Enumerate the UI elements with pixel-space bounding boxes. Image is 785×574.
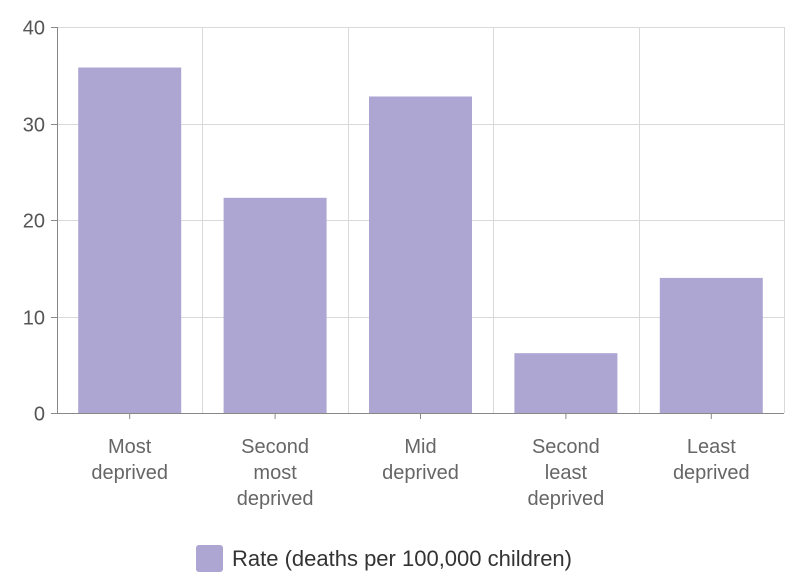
y-tick-label: 40 (23, 18, 45, 40)
y-tick-label: 20 (23, 211, 45, 233)
y-tick-label: 30 (23, 115, 45, 137)
bars (78, 67, 763, 413)
x-tick-label-line: Second (241, 436, 309, 458)
x-tick-label-line: Most (108, 436, 152, 458)
bar (369, 96, 472, 413)
legend: Rate (deaths per 100,000 children) (196, 545, 572, 572)
x-tick-label-line: deprived (673, 462, 750, 484)
x-tick-label-line: Least (687, 436, 736, 458)
bar (514, 353, 618, 413)
x-tick-label-line: Second (532, 436, 600, 458)
x-tick-label-line: Mid (404, 436, 436, 458)
x-tick-label-line: deprived (528, 488, 605, 510)
bar (223, 197, 327, 413)
bar (78, 67, 182, 413)
x-tick-label: Second least deprived (528, 436, 605, 510)
x-tick-label: Mid deprived (382, 436, 459, 484)
x-tick-label-line: least (545, 462, 588, 484)
legend-label: Rate (deaths per 100,000 children) (232, 546, 572, 571)
bar (659, 277, 763, 413)
x-tick-label: Least deprived (673, 436, 750, 484)
x-tick-label-line: deprived (382, 462, 459, 484)
y-tick-label: 0 (34, 404, 45, 426)
x-tick-label: Second most deprived (237, 436, 314, 510)
x-tick-label: Most deprived (91, 436, 168, 484)
x-tick-label-line: deprived (91, 462, 168, 484)
legend-swatch (196, 545, 223, 572)
x-tick-label-line: deprived (237, 488, 314, 510)
y-tick-label: 10 (23, 308, 45, 330)
x-tick-label-line: most (253, 462, 297, 484)
